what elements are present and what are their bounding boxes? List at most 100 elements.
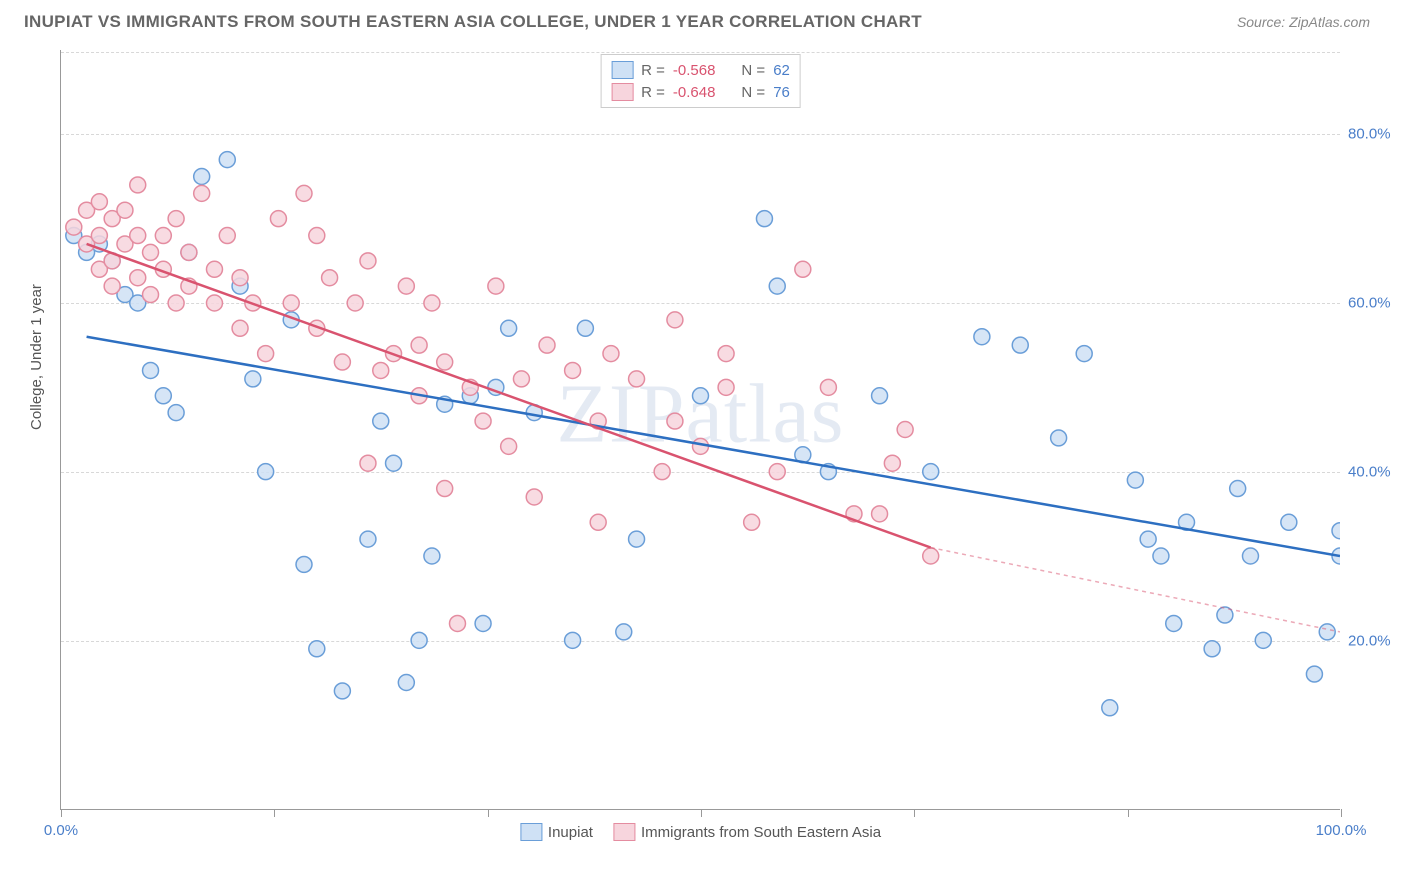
scatter-point [1127, 472, 1143, 488]
scatter-point [437, 354, 453, 370]
scatter-point [424, 295, 440, 311]
x-tick [701, 809, 702, 817]
scatter-point [143, 287, 159, 303]
scatter-point [155, 228, 171, 244]
legend-swatch [520, 823, 542, 841]
chart-plot-area: ZIPatlas R =-0.568N =62R =-0.648N =76 In… [60, 50, 1340, 810]
legend-series-item: Inupiat [520, 823, 593, 841]
scatter-point [104, 278, 120, 294]
scatter-point [884, 455, 900, 471]
trend-line-extrapolated [931, 548, 1340, 632]
scatter-point [143, 362, 159, 378]
scatter-point [219, 228, 235, 244]
x-tick-label: 0.0% [44, 822, 78, 839]
scatter-point [577, 320, 593, 336]
scatter-point [629, 371, 645, 387]
scatter-point [130, 177, 146, 193]
scatter-point [347, 295, 363, 311]
scatter-point [411, 337, 427, 353]
scatter-point [565, 362, 581, 378]
scatter-point [718, 346, 734, 362]
n-label: N = [741, 84, 765, 101]
scatter-point [398, 675, 414, 691]
x-tick [1128, 809, 1129, 817]
scatter-point [232, 270, 248, 286]
source-attribution: Source: ZipAtlas.com [1237, 14, 1370, 30]
scatter-point [1153, 548, 1169, 564]
scatter-point [526, 489, 542, 505]
scatter-point [501, 438, 517, 454]
scatter-point [475, 413, 491, 429]
r-value: -0.648 [673, 84, 716, 101]
scatter-point [539, 337, 555, 353]
scatter-point [1255, 632, 1271, 648]
scatter-point [872, 506, 888, 522]
scatter-point [1281, 514, 1297, 530]
scatter-point [488, 278, 504, 294]
scatter-point [872, 388, 888, 404]
scatter-point [449, 615, 465, 631]
scatter-point [270, 211, 286, 227]
scatter-point [373, 413, 389, 429]
scatter-point [322, 270, 338, 286]
scatter-point [206, 295, 222, 311]
scatter-point [117, 202, 133, 218]
scatter-point [923, 464, 939, 480]
scatter-point [667, 413, 683, 429]
scatter-point [1140, 531, 1156, 547]
legend-stats: R =-0.568N =62 R = -0.648 N = 76 [600, 54, 801, 108]
scatter-point [386, 455, 402, 471]
scatter-point [1051, 430, 1067, 446]
scatter-point [820, 379, 836, 395]
scatter-point [168, 405, 184, 421]
scatter-point [923, 548, 939, 564]
legend-series: Inupiat Immigrants from South Eastern Asi… [520, 823, 881, 841]
scatter-point [309, 641, 325, 657]
scatter-point [795, 261, 811, 277]
scatter-point [373, 362, 389, 378]
scatter-point [91, 194, 107, 210]
legend-swatch [611, 61, 633, 79]
scatter-point [258, 464, 274, 480]
scatter-point [667, 312, 683, 328]
y-tick-label: 20.0% [1348, 633, 1404, 650]
r-label: R = [641, 84, 665, 101]
y-tick-label: 60.0% [1348, 295, 1404, 312]
scatter-point [424, 548, 440, 564]
x-tick [914, 809, 915, 817]
n-value: 76 [773, 84, 790, 101]
scatter-point [1102, 700, 1118, 716]
y-axis-label: College, Under 1 year [28, 284, 45, 430]
scatter-point [296, 556, 312, 572]
scatter-point [756, 211, 772, 227]
x-tick [61, 809, 62, 817]
scatter-point [360, 531, 376, 547]
scatter-point [769, 278, 785, 294]
x-tick [274, 809, 275, 817]
scatter-point [718, 379, 734, 395]
legend-stat-row: R =-0.568N =62 [611, 59, 790, 81]
legend-series-label: Inupiat [548, 824, 593, 841]
scatter-point [66, 219, 82, 235]
n-label: N = [741, 62, 765, 79]
legend-stat-row: R = -0.648 N = 76 [611, 81, 790, 103]
scatter-point [296, 185, 312, 201]
scatter-point [168, 211, 184, 227]
scatter-point [974, 329, 990, 345]
legend-series-item: Immigrants from South Eastern Asia [613, 823, 881, 841]
scatter-point [437, 481, 453, 497]
scatter-point [1076, 346, 1092, 362]
legend-series-label: Immigrants from South Eastern Asia [641, 824, 881, 841]
scatter-point [693, 388, 709, 404]
scatter-point [334, 683, 350, 699]
scatter-svg [61, 50, 1340, 809]
scatter-point [616, 624, 632, 640]
scatter-point [130, 228, 146, 244]
scatter-point [1012, 337, 1028, 353]
scatter-point [283, 295, 299, 311]
scatter-point [334, 354, 350, 370]
scatter-point [1332, 523, 1340, 539]
scatter-point [744, 514, 760, 530]
legend-swatch [613, 823, 635, 841]
trend-line [87, 244, 931, 548]
